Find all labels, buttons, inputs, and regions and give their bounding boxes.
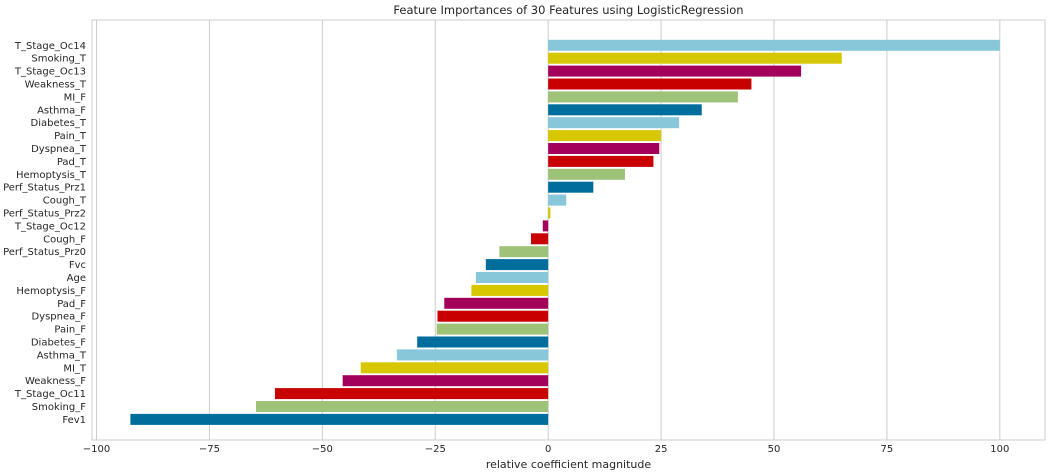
bar (475, 272, 549, 283)
y-tick-label: Hemoptysis_T (16, 170, 87, 181)
y-tick-label: Cough_T (43, 196, 87, 207)
bar (499, 246, 549, 258)
bar (542, 220, 549, 232)
y-tick-label: Asthma_F (37, 105, 86, 116)
y-tick-label: Pain_F (54, 325, 86, 336)
y-tick-label: Pain_T (54, 131, 87, 142)
bar (548, 65, 802, 77)
bar (548, 78, 752, 90)
bar (360, 362, 549, 374)
x-tick-label: 100 (990, 444, 1009, 455)
x-axis-label: relative coefficient magnitude (486, 458, 652, 471)
y-tick-label: Weakness_F (25, 376, 86, 387)
y-tick-label: Cough_F (43, 234, 86, 245)
bar (548, 181, 594, 193)
y-tick-label: Fvc (69, 260, 86, 271)
y-tick-label: Perf_Status_Prz0 (3, 247, 86, 258)
x-tick-label: 25 (655, 444, 668, 455)
bar (437, 310, 549, 322)
bar (548, 91, 738, 103)
y-tick-label: Diabetes_F (31, 338, 86, 349)
y-tick-label: Dyspnea_T (31, 144, 87, 155)
x-tick-label: −100 (83, 444, 110, 455)
y-tick-label: Smoking_F (32, 402, 86, 413)
x-tick-label: −75 (199, 444, 220, 455)
bar (548, 207, 551, 219)
y-tick-label: Pad_T (57, 157, 87, 168)
y-tick-label: Perf_Status_Prz1 (3, 183, 86, 194)
bar (548, 168, 625, 180)
bar (548, 155, 654, 167)
bar (548, 39, 1000, 51)
y-tick-label: Diabetes_T (31, 118, 87, 129)
y-tick-label: Smoking_T (31, 54, 86, 65)
bar (444, 297, 549, 309)
bar (531, 233, 549, 245)
chart-title: Feature Importances of 30 Features using… (393, 3, 743, 17)
bar (274, 388, 549, 400)
x-tick-label: 0 (545, 444, 551, 455)
bar (255, 401, 549, 412)
plot-area (91, 19, 1046, 441)
bar (548, 194, 567, 206)
x-tick-labels: −100 −75 −50 −25 0 25 50 75 100 (83, 444, 1010, 455)
y-tick-label: Hemoptysis_F (16, 286, 86, 297)
y-tick-label: Perf_Status_Prz2 (3, 209, 86, 220)
x-tick-label: −50 (312, 444, 333, 455)
x-tick-label: 75 (881, 444, 894, 455)
bar (485, 259, 549, 271)
y-tick-label: Fev1 (62, 415, 86, 426)
y-tick-label: T_Stage_Oc11 (14, 389, 86, 400)
bar (130, 413, 549, 425)
bar (548, 130, 662, 142)
bar (548, 104, 702, 116)
y-tick-label: Age (67, 273, 86, 284)
x-tick-label: 50 (768, 444, 781, 455)
y-tick-labels: T_Stage_Oc14 Smoking_T T_Stage_Oc13 Weaknes… (3, 41, 87, 426)
bar (471, 284, 549, 296)
bar (548, 52, 842, 64)
bar (548, 117, 680, 129)
y-tick-label: T_Stage_Oc14 (14, 41, 86, 52)
grid-lines (96, 20, 1001, 440)
y-tick-label: T_Stage_Oc12 (14, 221, 86, 232)
bar (396, 349, 549, 361)
y-tick-label: T_Stage_Oc13 (14, 67, 86, 78)
y-tick-label: MI_F (64, 92, 87, 103)
bar (548, 143, 660, 154)
y-tick-label: Asthma_T (37, 350, 87, 361)
bars (130, 39, 1000, 425)
bar (342, 375, 549, 387)
y-tick-label: Dyspnea_F (31, 312, 86, 323)
y-tick-label: Weakness_T (25, 80, 87, 91)
bar (417, 336, 549, 348)
bar (436, 323, 549, 335)
y-tick-label: MI_T (63, 363, 87, 374)
x-tick-label: −25 (425, 444, 446, 455)
y-tick-label: Pad_F (57, 299, 86, 310)
